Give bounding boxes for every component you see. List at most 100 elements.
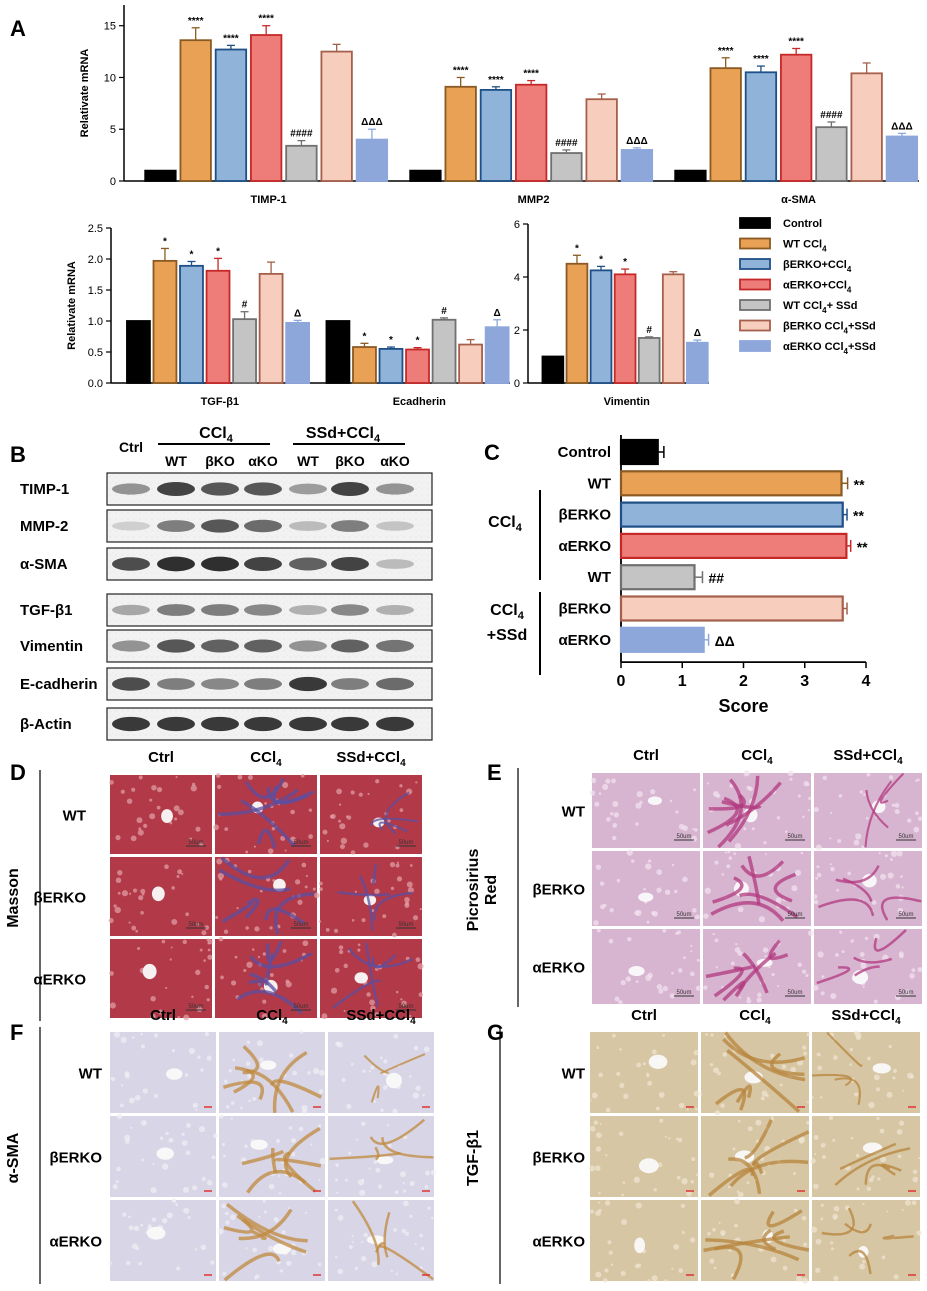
tissue-background [812, 1032, 920, 1113]
tissue-cell [898, 1120, 905, 1126]
tissue-cell [301, 862, 307, 868]
x-tick-label: 4 [862, 673, 871, 690]
tissue-cell [890, 858, 893, 862]
y-tick-label: 2.5 [88, 223, 103, 235]
tissue-cell [779, 1083, 783, 1087]
tissue-cell [330, 987, 338, 994]
label-subscript: 4 [410, 1016, 416, 1027]
fibrosis-streak [381, 1137, 434, 1159]
tissue-cell [200, 1068, 204, 1072]
tissue-cell [131, 787, 136, 792]
tissue-cell [609, 907, 614, 913]
fibrosis-streak [762, 1228, 777, 1252]
tissue-background [814, 929, 922, 1004]
tissue-cell [218, 936, 224, 942]
tissue-cell [873, 999, 878, 1004]
tissue-cell [724, 851, 727, 854]
legend-swatch [739, 237, 771, 250]
tissue-cell [247, 869, 252, 874]
tissue-cell [860, 962, 867, 969]
tissue-cell [337, 1214, 344, 1221]
tissue-cell [854, 1031, 858, 1035]
tissue-cell [692, 827, 695, 830]
tissue-cell [645, 974, 652, 982]
tissue-cell [764, 954, 767, 958]
tissue-cell [596, 928, 601, 933]
tissue-cell [916, 778, 920, 782]
tissue-cell [593, 1120, 599, 1125]
tissue-cell [217, 784, 222, 790]
tissue-cell [606, 817, 611, 822]
blot-lane-label: βKO [335, 453, 365, 469]
tissue-cell [896, 1129, 903, 1135]
legend-swatch [739, 340, 771, 352]
blot-protein-label: TGF-β1 [20, 602, 73, 619]
tissue-cell [612, 835, 617, 841]
tissue-cell [904, 989, 911, 996]
tissue-cell [662, 928, 667, 933]
tissue-cell [627, 978, 630, 981]
tissue-cell [690, 950, 693, 953]
tissue-cell [616, 878, 621, 883]
tissue-cell [900, 875, 903, 879]
row-label: WT [63, 808, 86, 825]
tissue-cell [633, 1176, 641, 1183]
tissue-image [217, 1199, 325, 1282]
fibrosis-streak [726, 1048, 801, 1113]
tissue-cell [185, 1150, 191, 1156]
tissue-cell [675, 1137, 679, 1141]
group-label: CCl4 [488, 514, 523, 534]
tissue-cell [279, 1269, 284, 1273]
bar [258, 272, 284, 384]
tissue-cell [338, 945, 344, 950]
tissue-cell [368, 1070, 372, 1073]
tissue-cell [177, 1015, 181, 1019]
tissue-cell [664, 1135, 667, 1138]
tissue-cell [138, 1261, 143, 1266]
tissue-cell [856, 1187, 860, 1191]
tissue-background [110, 1200, 216, 1281]
tissue-cell [816, 865, 820, 869]
tissue-cell [375, 779, 380, 784]
tissue-cell [775, 897, 782, 904]
label-prefix: SSd+CCl [346, 1007, 410, 1024]
tissue-cell [224, 1211, 229, 1216]
y-axis-label: Relativate mRNA [79, 49, 91, 138]
tissue-cell [246, 961, 253, 968]
blot-band [112, 483, 150, 495]
tissue-cell [318, 1178, 321, 1181]
fibrosis-streak [737, 951, 777, 991]
fibrosis-streak [218, 868, 291, 893]
tissue-cell [173, 805, 180, 812]
tissue-cell [690, 1059, 697, 1066]
fibrosis-streak [351, 1200, 380, 1265]
tissue-image: 50um [318, 857, 422, 938]
tissue-cell [747, 1126, 753, 1132]
tissue-cell [801, 1216, 807, 1221]
column-header: CCl4 [739, 1007, 771, 1027]
tissue-cell [314, 892, 320, 899]
tissue-cell [140, 910, 144, 915]
fibrosis-streak [725, 781, 782, 827]
tissue-cell [165, 986, 168, 989]
tissue-cell [340, 837, 348, 845]
tissue-cell [138, 827, 142, 831]
tissue-cell [829, 1241, 834, 1245]
tissue-cell [595, 1146, 602, 1152]
bar [479, 88, 513, 182]
tissue-cell [596, 1046, 600, 1050]
tissue-cell [271, 826, 276, 831]
panel-letter-a: A [10, 16, 26, 41]
tissue-cell [247, 1074, 252, 1079]
tissue-cell [409, 1180, 415, 1187]
tissue-cell [691, 835, 698, 842]
tissue-cell [651, 1275, 658, 1282]
significance-mark: * [190, 249, 194, 260]
fibrosis-streak [218, 788, 299, 817]
bar [613, 273, 637, 384]
tissue-cell [396, 876, 403, 882]
tissue-cell [185, 912, 190, 917]
tissue-cell [221, 1182, 228, 1188]
fibrosis-streak [738, 892, 799, 919]
tissue-cell [734, 1223, 738, 1228]
